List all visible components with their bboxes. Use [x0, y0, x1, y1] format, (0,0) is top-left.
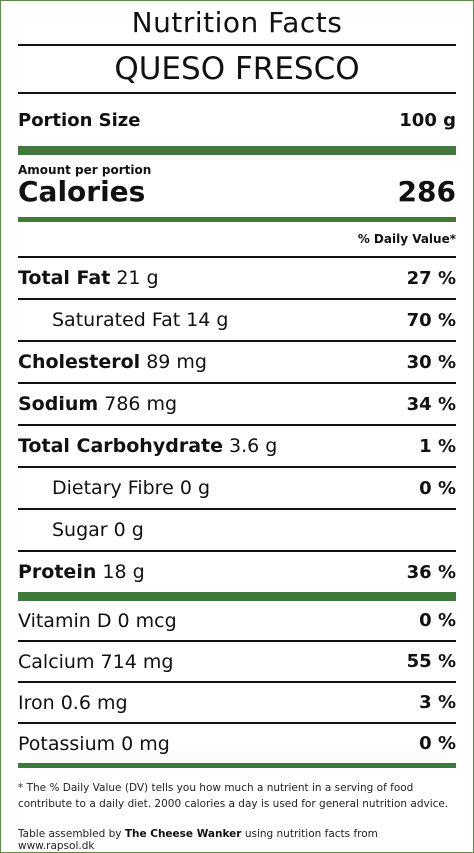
nutrient-daily-value: 27 %	[406, 267, 456, 289]
portion-size-value: 100 g	[399, 109, 456, 131]
nutrient-amount: 21 g	[116, 267, 159, 289]
vitamin-daily-value: 3 %	[419, 692, 456, 713]
vitamin-amount: 714 mg	[100, 650, 174, 673]
vitamin-row-calcium: Calcium 714 mg 55 %	[18, 642, 456, 683]
nutrition-label-content: Nutrition Facts QUESO FRESCO Portion Siz…	[18, 1, 456, 852]
vitamin-daily-value: 0 %	[419, 610, 456, 631]
divider-medium	[18, 217, 456, 222]
nutrient-row-cholesterol: Cholesterol 89 mg 30 %	[18, 342, 456, 384]
vitamin-amount: 0 mcg	[117, 609, 177, 632]
nutrient-name: Protein	[18, 561, 97, 583]
nutrient-name: Sugar	[52, 519, 108, 541]
vitamin-name: Vitamin D	[18, 609, 112, 632]
label-title: Nutrition Facts	[131, 6, 343, 39]
portion-size-label: Portion Size	[18, 109, 141, 131]
divider-thick	[18, 146, 456, 155]
nutrient-name: Saturated Fat	[52, 309, 181, 331]
vitamin-row-potassium: Potassium 0 mg 0 %	[18, 724, 456, 763]
calories-block: Amount per portion Calories 286	[18, 155, 456, 217]
divider-thin	[18, 550, 456, 552]
nutrient-row-protein: Protein 18 g 36 %	[18, 552, 456, 592]
vitamin-daily-value: 55 %	[406, 651, 456, 672]
credit-suffix: using nutrition facts from www.rapsol.dk	[18, 828, 378, 852]
vitamin-row-vitamin-d: Vitamin D 0 mcg 0 %	[18, 601, 456, 642]
divider-medium	[18, 763, 456, 768]
calories-label: Calories	[18, 175, 146, 208]
vitamin-row-iron: Iron 0.6 mg 3 %	[18, 683, 456, 724]
nutrient-daily-value: 30 %	[406, 351, 456, 373]
vitamin-name: Iron	[18, 691, 55, 714]
vitamin-daily-value: 0 %	[419, 733, 456, 754]
vitamin-name: Calcium	[18, 650, 95, 673]
nutrient-amount: 0 g	[179, 477, 211, 499]
nutrient-name: Sodium	[18, 393, 99, 415]
nutrient-daily-value: 1 %	[419, 435, 456, 457]
nutrient-row-sodium: Sodium 786 mg 34 %	[18, 384, 456, 426]
nutrient-amount: 18 g	[102, 561, 145, 583]
credit-line: Table assembled by The Cheese Wanker usi…	[18, 828, 456, 852]
vitamin-name: Potassium	[18, 732, 116, 755]
nutrient-daily-value: 36 %	[406, 561, 456, 583]
daily-value-header: % Daily Value*	[18, 222, 456, 258]
nutrient-row-total-fat: Total Fat 21 g 27 %	[18, 258, 456, 300]
nutrient-amount: 89 mg	[146, 351, 207, 373]
nutrient-amount: 0 g	[113, 519, 144, 541]
nutrient-row-total-carbohydrate: Total Carbohydrate 3.6 g 1 %	[18, 426, 456, 468]
nutrient-row-sugar: Sugar 0 g	[18, 510, 456, 550]
vitamin-amount: 0.6 mg	[60, 691, 128, 714]
nutrient-amount: 786 mg	[104, 393, 178, 415]
nutrient-name: Dietary Fibre	[52, 477, 174, 499]
nutrient-daily-value: 34 %	[406, 393, 456, 415]
nutrient-row-dietary-fibre: Dietary Fibre 0 g 0 %	[18, 468, 456, 510]
nutrient-amount: 3.6 g	[229, 435, 278, 457]
nutrient-name: Total Fat	[18, 267, 111, 289]
daily-value-footnote: * The % Daily Value (DV) tells you how m…	[18, 782, 449, 810]
nutrient-name: Total Carbohydrate	[18, 435, 223, 457]
credit-author: The Cheese Wanker	[124, 828, 242, 840]
nutrient-name: Cholesterol	[18, 351, 141, 373]
credit-prefix: Table assembled by	[18, 828, 122, 840]
product-name: QUESO FRESCO	[18, 44, 456, 94]
portion-size-row: Portion Size 100 g	[18, 94, 456, 146]
amount-per-portion-label: Amount per portion	[18, 163, 152, 177]
vitamin-amount: 0 mg	[121, 732, 170, 755]
divider-thick	[18, 592, 456, 601]
nutrient-daily-value: 70 %	[406, 309, 456, 331]
nutrient-amount: 14 g	[186, 309, 229, 331]
calories-value: 286	[397, 175, 456, 208]
nutrient-daily-value: 0 %	[419, 477, 456, 499]
nutrient-row-saturated-fat: Saturated Fat 14 g 70 %	[18, 300, 456, 342]
